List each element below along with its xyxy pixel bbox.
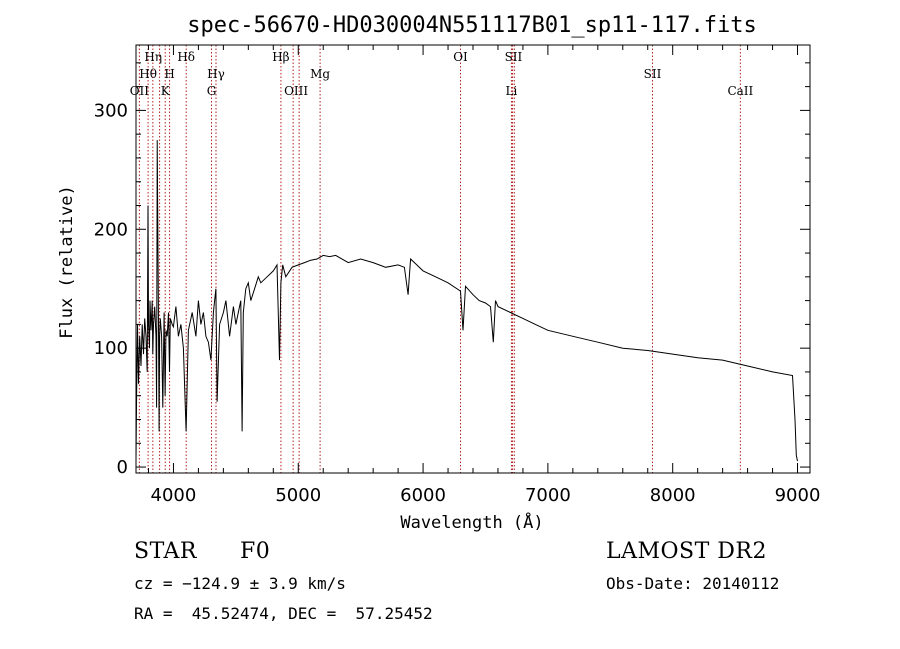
redshift-velocity: cz = −124.9 ± 3.9 km/s <box>134 574 346 593</box>
y-axis-label: Flux (relative) <box>57 185 77 339</box>
spectral-line-markers <box>138 45 741 473</box>
line-label: OIII <box>284 84 308 98</box>
line-label: Li <box>506 84 518 98</box>
line-label: Mg <box>310 67 330 81</box>
line-label: G <box>207 84 217 98</box>
line-label: H <box>164 67 174 81</box>
spectral-line-labels: Hη Hδ Hβ OI SII Hθ H Hγ Mg SII OII K G OIII Li CaII <box>130 50 754 98</box>
x-axis-label: Wavelength (Å) <box>400 511 543 533</box>
y-tick-label: 200 <box>94 219 128 240</box>
chart-title: spec-56670-HD030004N551117B01_sp11-117.f… <box>187 13 757 38</box>
survey-name: LAMOST DR2 <box>606 539 767 564</box>
y-axis-ticks: 0 100 200 300 <box>94 62 810 478</box>
spectrum-line <box>135 140 798 462</box>
line-label: SII <box>644 67 662 81</box>
y-tick-label: 0 <box>117 457 128 478</box>
line-label: OI <box>453 50 468 64</box>
y-tick-label: 100 <box>94 338 128 359</box>
line-label: Hθ <box>139 67 157 81</box>
x-tick-label: 7000 <box>525 485 571 506</box>
spectral-subclass: F0 <box>240 539 271 564</box>
coordinates: RA = 45.52474, DEC = 57.25452 <box>134 604 433 623</box>
line-label: Hδ <box>177 50 195 64</box>
line-label: CaII <box>727 84 753 98</box>
x-tick-label: 4000 <box>151 485 197 506</box>
observation-date: Obs-Date: 20140112 <box>606 574 780 593</box>
line-label: K <box>161 84 171 98</box>
plot-frame <box>135 44 811 474</box>
x-tick-label: 5000 <box>275 485 321 506</box>
line-label: Hη <box>144 50 162 64</box>
x-tick-label: 8000 <box>650 485 696 506</box>
line-label: SII <box>505 50 523 64</box>
x-axis-ticks: 4000 5000 6000 7000 8000 9000 <box>147 45 821 506</box>
line-label: Hβ <box>272 50 289 64</box>
y-tick-label: 300 <box>94 100 128 121</box>
x-tick-label: 9000 <box>775 485 821 506</box>
line-label: Hγ <box>207 67 225 81</box>
x-tick-label: 6000 <box>400 485 446 506</box>
line-label: OII <box>130 84 150 98</box>
object-class: STAR <box>134 539 197 564</box>
